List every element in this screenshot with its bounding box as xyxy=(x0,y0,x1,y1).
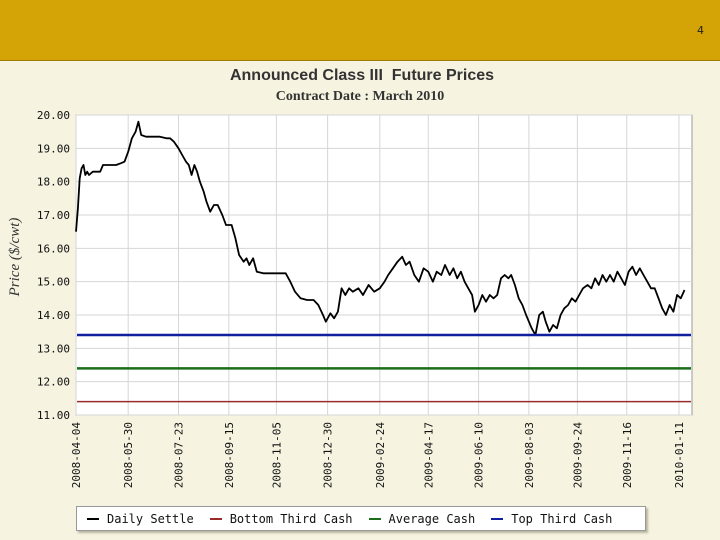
x-tick-label: 2008-04-04 xyxy=(70,422,83,489)
page-number: 4 xyxy=(697,24,704,37)
legend-label: Average Cash xyxy=(388,511,476,526)
x-tick-label: 2008-12-30 xyxy=(322,422,335,488)
x-tick-label: 2008-07-23 xyxy=(173,422,186,488)
x-tick-label: 2009-02-24 xyxy=(374,422,387,489)
x-tick-label: 2009-06-10 xyxy=(473,422,486,488)
legend-swatch xyxy=(87,517,99,520)
legend-label: Bottom Third Cash xyxy=(229,511,353,526)
header-bar: 4 xyxy=(0,0,720,61)
daily-settle-line xyxy=(75,120,686,336)
y-tick-label: 12.00 xyxy=(37,376,70,389)
y-tick-label: 19.00 xyxy=(37,142,70,155)
y-tick-label: 20.00 xyxy=(37,109,70,122)
y-tick-label: 11.00 xyxy=(37,409,70,422)
legend-item-daily-settle: Daily Settle xyxy=(87,512,194,526)
x-tick-label: 2008-09-15 xyxy=(223,422,236,488)
x-tick-label: 2009-09-24 xyxy=(571,422,584,489)
y-axis-label: Price ($/cwt) xyxy=(7,218,23,298)
y-tick-label: 18.00 xyxy=(37,176,70,189)
legend-label: Top Third Cash xyxy=(511,511,613,526)
y-tick-label: 15.00 xyxy=(37,276,70,289)
legend-item-average-cash: Average Cash xyxy=(368,511,476,526)
chart-title: Announced Class III Future Prices xyxy=(230,67,494,84)
plot-area xyxy=(75,114,693,416)
legend-label: Daily Settle xyxy=(107,511,194,526)
chart-subtitle: Contract Date : March 2010 xyxy=(276,89,444,104)
y-tick-label: 17.00 xyxy=(37,209,70,222)
price-chart: Announced Class III Future Prices Contra… xyxy=(7,67,693,489)
x-tick-label: 2009-11-16 xyxy=(621,422,634,488)
x-tick-label: 2008-11-05 xyxy=(270,422,283,488)
legend-swatch xyxy=(491,517,504,520)
y-tick-label: 16.00 xyxy=(37,242,70,255)
legend-swatch xyxy=(368,517,381,520)
y-tick-label: 14.00 xyxy=(37,309,70,322)
chart-legend: Daily Settle Bottom Third Cash Average Cas… xyxy=(76,506,646,531)
legend-item-bottom-third-cash: Bottom Third Cash xyxy=(209,511,353,526)
legend-swatch xyxy=(209,517,222,520)
x-tick-label: 2010-01-11 xyxy=(673,422,686,488)
x-tick-label: 2009-04-17 xyxy=(422,422,435,488)
x-tick-label: 2009-08-03 xyxy=(523,422,536,488)
y-tick-label: 13.00 xyxy=(37,342,70,355)
legend-item-top-third-cash: Top Third Cash xyxy=(491,512,612,526)
x-tick-label: 2008-05-30 xyxy=(122,422,135,488)
